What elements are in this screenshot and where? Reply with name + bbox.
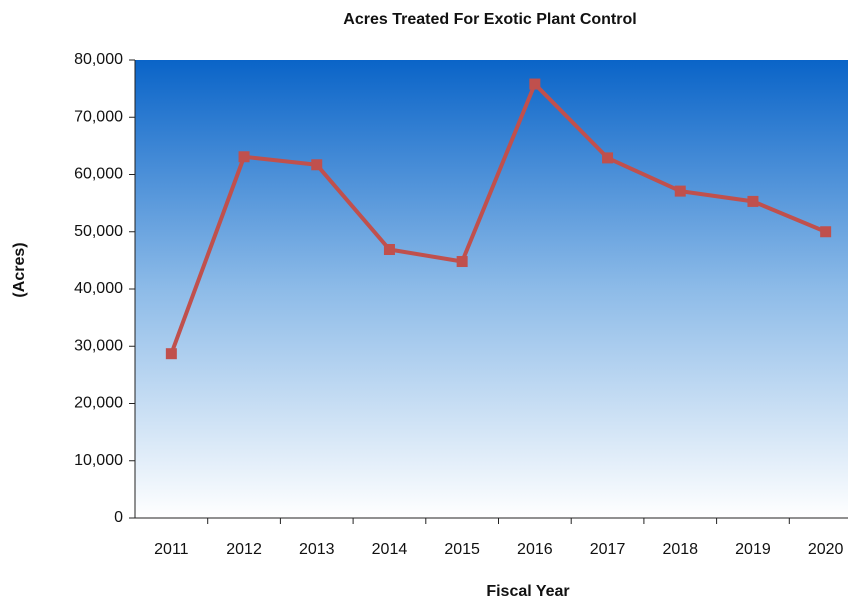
point-marker: [311, 159, 323, 171]
y-tick-label: 70,000: [74, 108, 123, 125]
point-marker: [165, 348, 177, 360]
y-tick-label: 20,000: [74, 395, 123, 412]
x-tick-label: 2017: [590, 541, 626, 558]
point-marker: [747, 195, 759, 207]
chart-title: Acres Treated For Exotic Plant Control: [343, 11, 636, 28]
x-tick-label: 2014: [372, 541, 408, 558]
x-axis-title: Fiscal Year: [486, 583, 569, 600]
x-tick-label: 2011: [154, 541, 189, 558]
point-marker: [602, 152, 614, 164]
point-marker: [456, 256, 468, 268]
series-line: [169, 82, 827, 355]
y-tick-label: 40,000: [74, 280, 123, 297]
point-marker: [238, 151, 250, 163]
x-tick-label: 2020: [808, 541, 844, 558]
y-axis-title: (Acres): [11, 242, 28, 297]
y-tick-label: 30,000: [74, 337, 123, 354]
point-marker: [820, 226, 832, 238]
x-tick-label: 2016: [517, 541, 553, 558]
x-tick-label: 2019: [735, 541, 771, 558]
plot-area: [135, 60, 848, 518]
y-tick-label: 10,000: [74, 452, 123, 469]
x-tick-label: 2012: [226, 541, 262, 558]
x-tick-label: 2013: [299, 541, 335, 558]
y-tick-label: 80,000: [74, 51, 123, 68]
y-tick-label: 0: [114, 509, 123, 526]
x-tick-label: 2018: [662, 541, 698, 558]
y-tick-label: 60,000: [74, 166, 123, 183]
x-tick-label: 2015: [444, 541, 480, 558]
point-marker: [383, 243, 395, 255]
y-tick-label: 50,000: [74, 223, 123, 240]
point-marker: [674, 185, 686, 197]
point-marker: [529, 78, 541, 90]
